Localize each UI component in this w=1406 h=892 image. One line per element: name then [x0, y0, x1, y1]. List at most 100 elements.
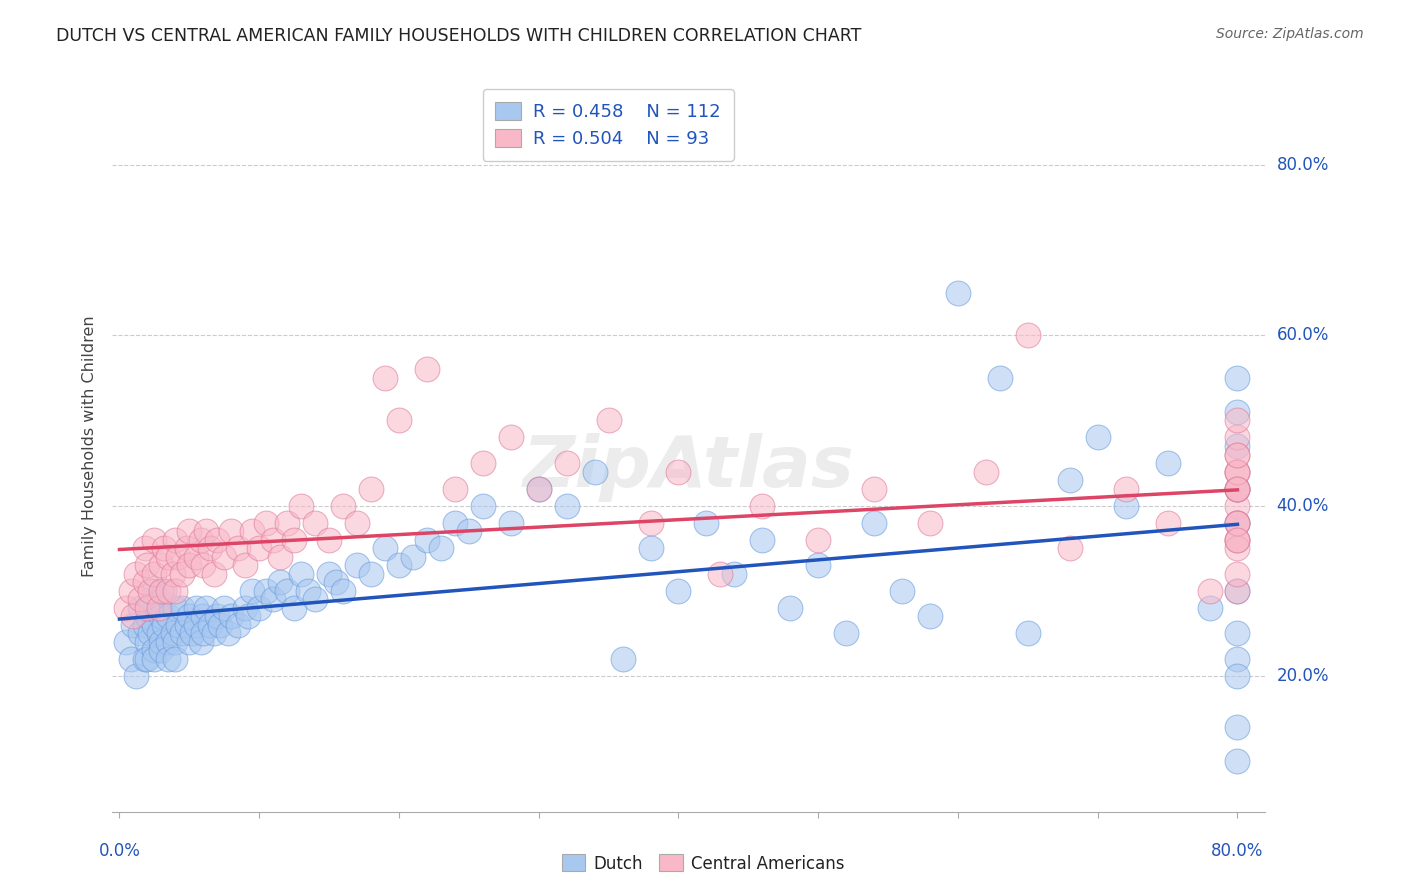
Point: [1156, 456, 1178, 470]
Point: [807, 533, 830, 547]
Point: [1017, 328, 1039, 343]
Point: [1017, 626, 1039, 640]
Y-axis label: Family Households with Children: Family Households with Children: [82, 315, 97, 577]
Point: [134, 651, 156, 665]
Point: [150, 558, 173, 572]
Point: [122, 609, 145, 624]
Point: [346, 558, 368, 572]
Point: [325, 575, 347, 590]
Point: [136, 609, 159, 624]
Point: [388, 413, 411, 427]
Point: [640, 516, 662, 530]
Text: 80.0%: 80.0%: [1211, 842, 1264, 860]
Point: [226, 617, 249, 632]
Point: [527, 482, 550, 496]
Point: [583, 465, 606, 479]
Point: [150, 634, 173, 648]
Point: [139, 583, 162, 598]
Point: [204, 566, 226, 581]
Point: [640, 541, 662, 555]
Point: [1226, 465, 1249, 479]
Point: [240, 524, 263, 538]
Point: [214, 549, 236, 564]
Point: [751, 499, 773, 513]
Point: [207, 609, 229, 624]
Point: [598, 413, 620, 427]
Point: [186, 549, 208, 564]
Point: [388, 558, 411, 572]
Point: [181, 626, 204, 640]
Text: ZipAtlas: ZipAtlas: [523, 434, 855, 502]
Point: [1226, 516, 1249, 530]
Point: [148, 592, 170, 607]
Point: [115, 600, 138, 615]
Point: [167, 549, 190, 564]
Point: [276, 583, 298, 598]
Point: [233, 558, 256, 572]
Point: [165, 533, 187, 547]
Point: [1226, 668, 1249, 682]
Point: [200, 541, 222, 555]
Point: [304, 592, 326, 607]
Point: [200, 617, 222, 632]
Point: [122, 617, 145, 632]
Point: [157, 549, 180, 564]
Point: [233, 600, 256, 615]
Point: [240, 583, 263, 598]
Point: [1059, 473, 1081, 487]
Point: [136, 651, 159, 665]
Point: [290, 566, 312, 581]
Point: [1226, 754, 1249, 768]
Point: [162, 566, 184, 581]
Point: [1226, 482, 1249, 496]
Point: [1226, 651, 1249, 665]
Point: [416, 362, 439, 376]
Point: [172, 600, 194, 615]
Point: [1115, 482, 1137, 496]
Point: [143, 533, 166, 547]
Point: [153, 541, 176, 555]
Point: [555, 499, 578, 513]
Point: [120, 651, 142, 665]
Point: [1226, 413, 1249, 427]
Point: [157, 583, 180, 598]
Legend: Dutch, Central Americans: Dutch, Central Americans: [555, 847, 851, 880]
Point: [1115, 499, 1137, 513]
Point: [193, 626, 215, 640]
Point: [891, 583, 914, 598]
Point: [190, 634, 212, 648]
Point: [172, 626, 194, 640]
Point: [1059, 541, 1081, 555]
Point: [153, 583, 176, 598]
Point: [150, 583, 173, 598]
Point: [283, 600, 305, 615]
Point: [318, 566, 340, 581]
Point: [695, 516, 717, 530]
Point: [115, 634, 138, 648]
Point: [125, 566, 148, 581]
Text: 40.0%: 40.0%: [1277, 497, 1329, 515]
Point: [176, 617, 198, 632]
Point: [1226, 482, 1249, 496]
Point: [1226, 516, 1249, 530]
Legend: R = 0.458    N = 112, R = 0.504    N = 93: R = 0.458 N = 112, R = 0.504 N = 93: [482, 89, 734, 161]
Point: [157, 609, 180, 624]
Point: [179, 524, 201, 538]
Point: [179, 609, 201, 624]
Point: [779, 600, 801, 615]
Point: [668, 583, 690, 598]
Point: [1226, 516, 1249, 530]
Point: [988, 371, 1011, 385]
Point: [499, 430, 522, 444]
Point: [247, 600, 270, 615]
Point: [150, 609, 173, 624]
Point: [186, 600, 208, 615]
Point: [416, 533, 439, 547]
Point: [1226, 566, 1249, 581]
Point: [269, 575, 291, 590]
Point: [835, 626, 858, 640]
Point: [1226, 448, 1249, 462]
Text: 80.0%: 80.0%: [1277, 156, 1329, 174]
Point: [1226, 430, 1249, 444]
Point: [165, 634, 187, 648]
